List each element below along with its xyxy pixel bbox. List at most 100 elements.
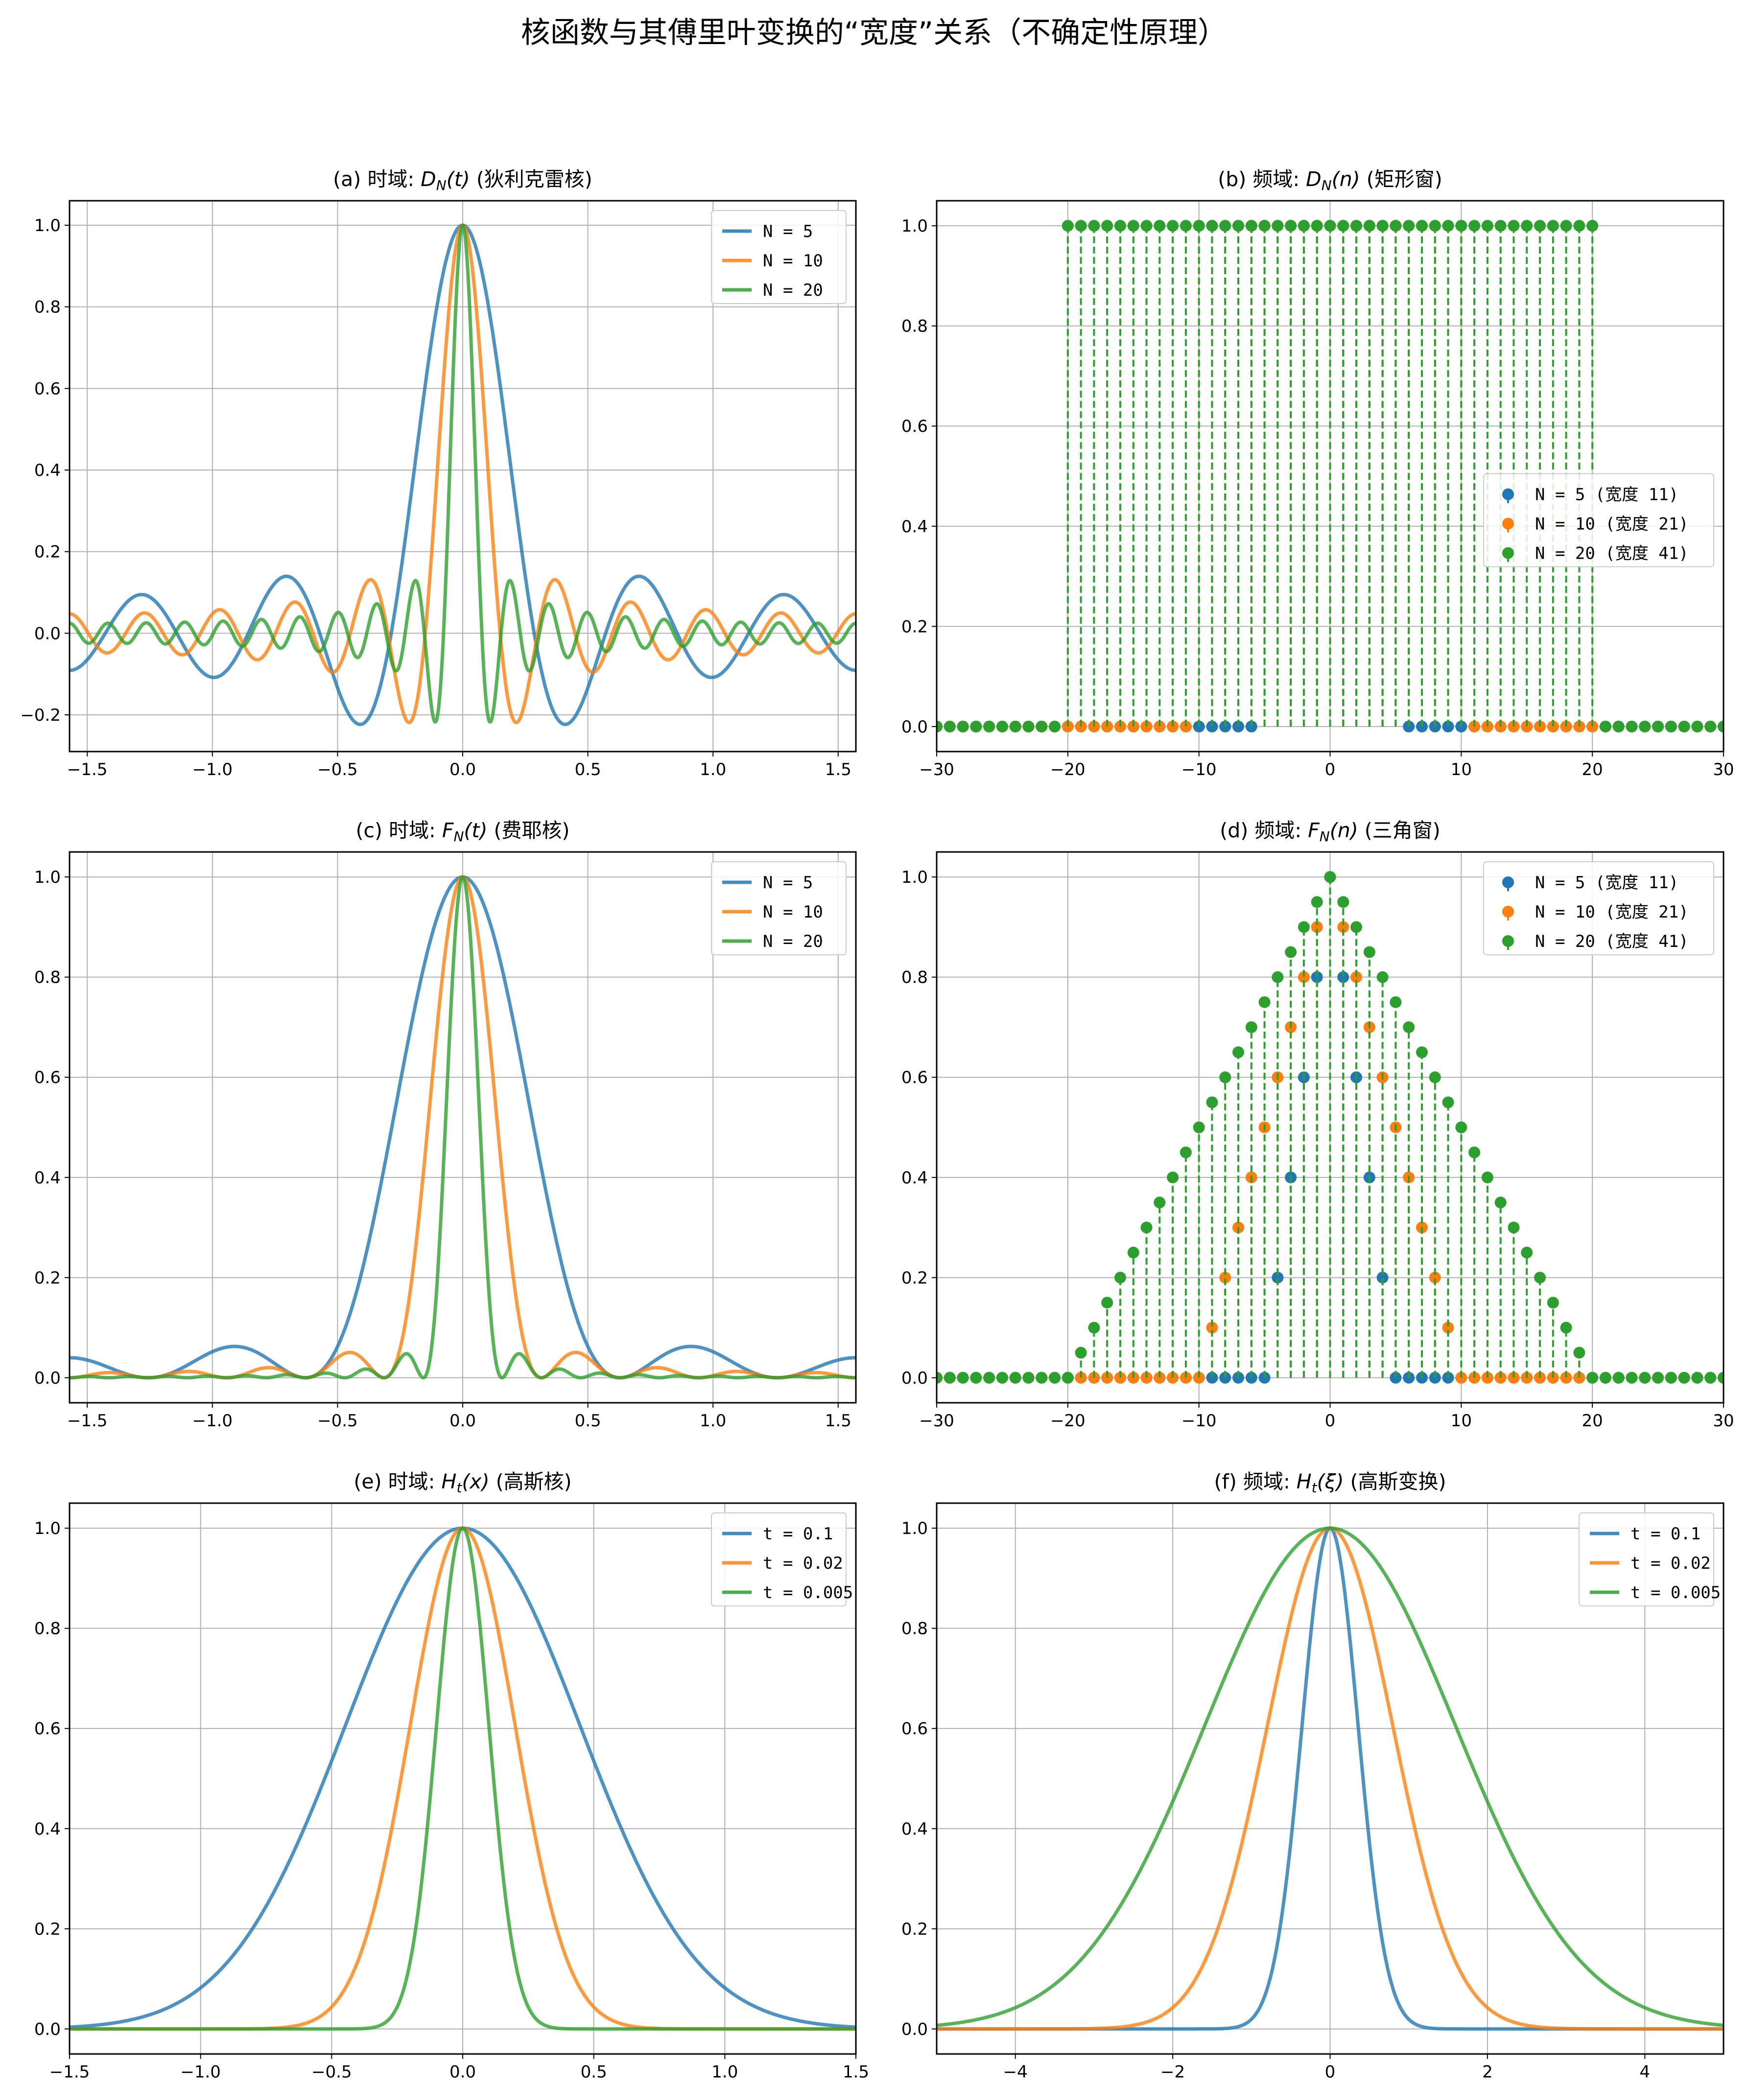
stem-marker [1468, 1146, 1481, 1158]
legend-label: N = 5 [763, 873, 813, 893]
stem-marker [1718, 720, 1724, 732]
legend: N = 5 (宽度 11) N = 10 (宽度 21) N = 20 (宽度 41… [1483, 473, 1714, 567]
title-subscript: t [1312, 1480, 1318, 1496]
stem-marker [1324, 871, 1336, 883]
title-symbol: H [441, 1470, 456, 1493]
legend-box [711, 1512, 847, 1606]
stem-marker [1049, 720, 1061, 732]
stem-marker [970, 1371, 982, 1384]
stem-marker [1586, 220, 1599, 232]
x-tick-label: 1.0 [700, 760, 726, 779]
stem-marker [1140, 220, 1153, 232]
stem-marker [1049, 1371, 1061, 1384]
y-tick-label: 1.0 [901, 216, 928, 236]
stem-marker [1639, 1371, 1651, 1384]
stem-marker [1036, 1371, 1048, 1384]
stem-marker [1154, 220, 1166, 232]
y-tick-label: 0.4 [901, 1819, 928, 1839]
series-line-2 [70, 1526, 856, 2031]
stem-marker [1429, 1272, 1441, 1284]
x-tick-label: 0.0 [449, 2062, 476, 2082]
plot-area [937, 220, 1724, 732]
title-prefix: (c) 时域: [355, 819, 442, 842]
x-tick-label: 1.5 [843, 2062, 869, 2082]
x-tick-label: −1.5 [67, 1411, 108, 1431]
stem-marker [1455, 220, 1467, 232]
stem-marker [1337, 220, 1349, 232]
y-tick-label: 0.8 [901, 1619, 928, 1639]
y-tick-label: 0.6 [34, 379, 61, 399]
stem-marker [1691, 720, 1703, 732]
stem-marker [1547, 220, 1559, 232]
title-suffix: (费耶核) [488, 819, 570, 842]
y-tick-label: 1.0 [901, 868, 928, 887]
y-tick-label: 0.6 [34, 1068, 61, 1087]
y-tick-label: 0.4 [34, 1168, 61, 1188]
legend-label: N = 5 (宽度 11) [1535, 873, 1678, 893]
legend: N = 5 (宽度 11) N = 10 (宽度 21) N = 20 (宽度 41… [1483, 861, 1714, 955]
x-tick-label: 30 [1713, 1411, 1734, 1431]
stem-marker [1193, 220, 1205, 232]
title-argument: (ξ) [1317, 1470, 1344, 1493]
stem-marker [996, 720, 1008, 732]
x-tick-label: −30 [919, 760, 954, 779]
y-tick-label: 0.6 [901, 417, 928, 436]
stem-marker [937, 1371, 943, 1384]
x-tick-label: 1.5 [825, 1411, 851, 1431]
stem-marker [957, 1371, 969, 1384]
x-tick-label: −20 [1050, 1411, 1086, 1431]
stem-marker [1376, 971, 1389, 983]
axes-frame [69, 1502, 857, 2055]
panel-c: −1.5 −1.0 −0.5 0.0 0.5 1.0 1.5 0.0 0.2 0.4 0.6 0.8 1… [34, 819, 857, 1431]
stem-marker [983, 1371, 995, 1384]
y-tick-label: 0.4 [901, 517, 928, 537]
title-prefix: (b) 频域: [1218, 167, 1306, 191]
stem-marker [996, 1371, 1008, 1384]
legend-label: N = 20 [763, 281, 823, 300]
stem-marker [1193, 1121, 1205, 1133]
legend-box [1579, 1512, 1714, 1606]
stem-marker [1481, 220, 1493, 232]
plot-area [937, 1526, 1724, 2031]
stem-marker [1298, 971, 1310, 983]
title-symbol: D [1306, 167, 1322, 191]
stem-marker [1586, 1371, 1599, 1384]
plot-area [70, 223, 856, 726]
legend-marker [1502, 935, 1514, 947]
stem-marker [1350, 921, 1363, 933]
title-symbol: D [421, 167, 436, 191]
title-suffix: (矩形窗) [1360, 167, 1442, 191]
stem-marker [1599, 720, 1611, 732]
axes-frame [69, 200, 857, 753]
y-tick-label: 0.0 [34, 624, 61, 643]
title-prefix: (e) 时域: [354, 1470, 441, 1493]
stem-marker [1101, 1297, 1113, 1309]
y-tick-label: 0.0 [901, 1369, 928, 1388]
stem-marker [1376, 220, 1389, 232]
stem-marker [1521, 1247, 1533, 1259]
series-line-2 [937, 1526, 1724, 2027]
title-argument: (x) [462, 1470, 489, 1493]
legend-label: t = 0.005 [763, 1583, 853, 1603]
y-tick-label: 0.8 [34, 1619, 61, 1639]
title-prefix: (a) 时域: [333, 167, 421, 191]
stem-marker [944, 1371, 956, 1384]
stem-marker [1140, 1222, 1153, 1234]
series-line-2 [70, 223, 856, 724]
x-tick-label: 0 [1325, 1411, 1336, 1431]
panel-b: −30 −20 −10 0 10 20 30 0.0 0.2 0.4 0.6 0.8 1.0 (b) 频域… [901, 167, 1734, 779]
stem-marker [1062, 220, 1074, 232]
x-tick-label: 1.0 [700, 1411, 726, 1431]
stem-marker [1311, 220, 1323, 232]
title-argument: (t) [447, 167, 470, 191]
stem-marker [1508, 1222, 1520, 1234]
stem-marker [1481, 1171, 1493, 1183]
stem-marker [1494, 1196, 1507, 1208]
y-tick-label: 0.4 [34, 461, 61, 480]
stem-marker [1022, 720, 1035, 732]
title-symbol: F [442, 819, 454, 842]
stem-marker [1573, 220, 1585, 232]
y-tick-label: 0.8 [34, 968, 61, 988]
x-tick-label: −1.0 [180, 2062, 221, 2082]
stem-marker [1337, 921, 1349, 933]
